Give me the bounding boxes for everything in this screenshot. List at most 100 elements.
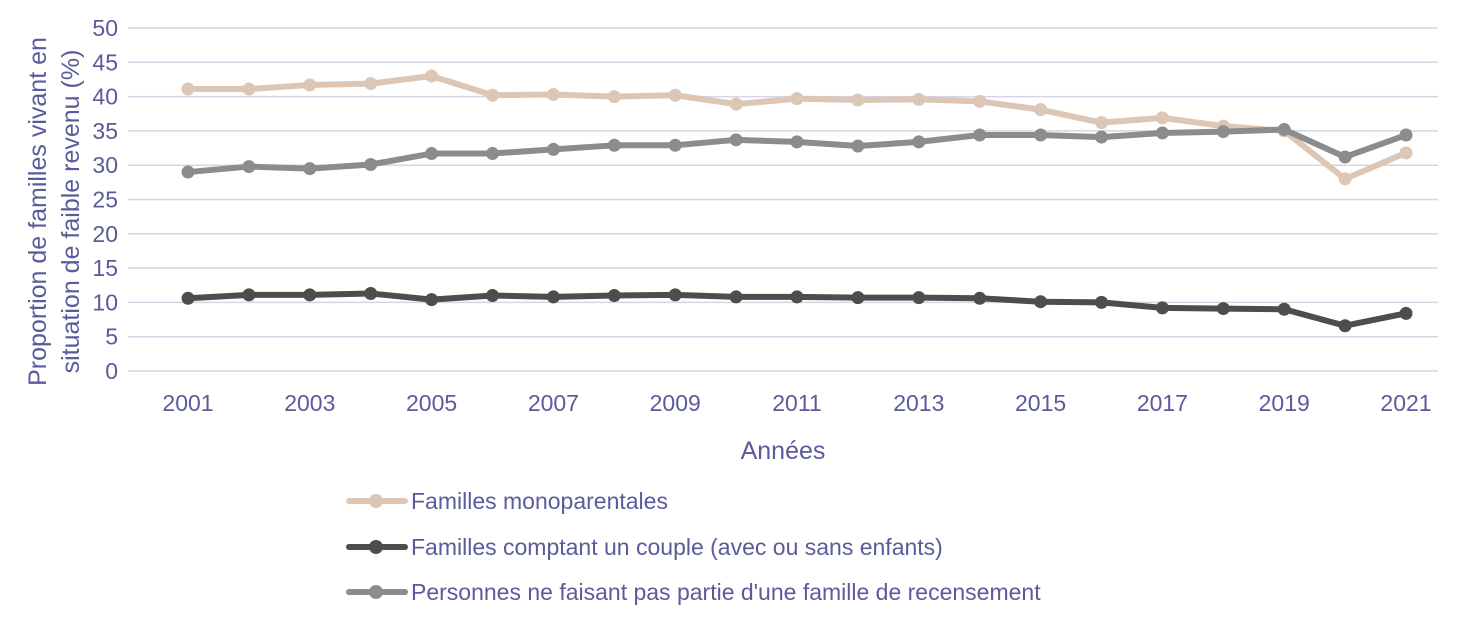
data-point: [181, 82, 195, 96]
x-tick-label: 2003: [284, 390, 335, 416]
y-tick-label: 25: [92, 187, 118, 213]
data-point: [1034, 128, 1048, 142]
legend-swatch-marker: [369, 585, 383, 599]
data-point: [546, 142, 560, 156]
x-tick-label: 2013: [893, 390, 944, 416]
x-tick-label: 2011: [772, 390, 821, 416]
data-point: [1155, 301, 1169, 315]
data-point: [364, 77, 378, 91]
data-point: [790, 92, 804, 106]
series-0: [181, 69, 1413, 186]
data-point: [790, 135, 804, 149]
y-tick-label: 10: [92, 289, 118, 315]
legend-swatch-marker: [369, 494, 383, 508]
series-2: [181, 123, 1413, 179]
data-point: [851, 139, 865, 153]
data-point: [1399, 306, 1413, 320]
data-point: [851, 291, 865, 305]
x-tick-label: 2021: [1380, 390, 1431, 416]
data-point: [851, 93, 865, 107]
series-1: [181, 286, 1413, 333]
data-point: [486, 147, 499, 161]
x-tick-label: 2001: [162, 390, 213, 416]
y-tick-label: 15: [92, 255, 118, 281]
x-tick-label: 2005: [406, 390, 457, 416]
legend-label: Personnes ne faisant pas partie d'une fa…: [411, 579, 1041, 605]
data-point: [973, 291, 987, 305]
data-point: [303, 288, 317, 302]
data-point: [425, 293, 439, 307]
data-point: [1399, 146, 1413, 160]
data-point: [668, 88, 682, 102]
x-axis-ticks: 2001 2003 2005 2007 2009 2011 2013 2015 2017 2019…: [162, 390, 1431, 416]
x-tick-label: 2019: [1259, 390, 1310, 416]
data-point: [668, 138, 682, 152]
data-point: [486, 88, 499, 102]
x-tick-label: 2015: [1015, 390, 1066, 416]
data-point: [242, 82, 256, 96]
y-tick-label: 30: [92, 152, 118, 178]
data-point: [912, 135, 926, 149]
legend-item: Familles comptant un couple (avec ou san…: [346, 534, 943, 560]
x-tick-label: 2009: [650, 390, 701, 416]
data-point: [973, 128, 987, 142]
y-tick-label: 50: [92, 15, 118, 41]
data-point: [546, 88, 560, 102]
data-point: [364, 158, 378, 172]
x-tick-label: 2007: [528, 390, 579, 416]
y-axis-title-line: Proportion de familles vivant en: [24, 37, 52, 386]
data-point: [729, 97, 743, 111]
data-point: [1095, 295, 1108, 309]
data-point: [607, 289, 621, 303]
y-tick-label: 35: [92, 118, 118, 144]
gridlines: [128, 27, 1438, 372]
y-tick-label: 45: [92, 49, 118, 75]
data-point: [364, 286, 378, 300]
data-point: [1216, 125, 1230, 139]
data-point: [973, 94, 987, 108]
x-tick-label: 2017: [1137, 390, 1188, 416]
data-point: [1399, 128, 1413, 142]
data-point: [668, 288, 682, 302]
data-point: [242, 288, 256, 302]
data-point: [181, 291, 195, 305]
series-group: [181, 69, 1413, 333]
data-point: [242, 160, 256, 174]
x-axis-title: Années: [741, 437, 826, 465]
data-point: [1034, 103, 1048, 117]
data-point: [607, 138, 621, 152]
y-tick-label: 0: [105, 358, 118, 384]
legend-swatch-marker: [369, 540, 383, 554]
data-point: [1095, 130, 1108, 144]
data-point: [912, 92, 926, 106]
data-point: [303, 78, 317, 92]
y-axis-title-line: situation de faible revenu (%): [57, 50, 85, 374]
y-tick-label: 40: [92, 84, 118, 110]
data-point: [790, 290, 804, 304]
data-point: [303, 162, 317, 176]
data-point: [912, 291, 926, 305]
data-point: [425, 147, 439, 161]
data-point: [1155, 126, 1169, 140]
legend-label: Familles monoparentales: [411, 488, 668, 514]
legend-item: Personnes ne faisant pas partie d'une fa…: [346, 579, 1041, 605]
legend: Familles monoparentales Familles comptant…: [346, 488, 1041, 605]
data-point: [1277, 123, 1291, 137]
data-point: [1338, 172, 1352, 186]
data-point: [729, 290, 743, 304]
data-point: [1095, 116, 1108, 130]
y-axis-title: Proportion de familles vivant en situatio…: [24, 37, 85, 386]
data-point: [425, 69, 439, 83]
y-axis-ticks: 0 5 10 15 20 25 30 35 40 45 50: [92, 15, 118, 384]
data-point: [1338, 319, 1352, 333]
data-point: [1338, 150, 1352, 164]
y-tick-label: 20: [92, 221, 118, 247]
data-point: [607, 90, 621, 104]
legend-label: Familles comptant un couple (avec ou san…: [411, 534, 943, 560]
data-point: [486, 289, 499, 303]
y-tick-label: 5: [105, 324, 118, 350]
data-point: [546, 290, 560, 304]
data-point: [729, 133, 743, 147]
legend-item: Familles monoparentales: [346, 488, 668, 514]
